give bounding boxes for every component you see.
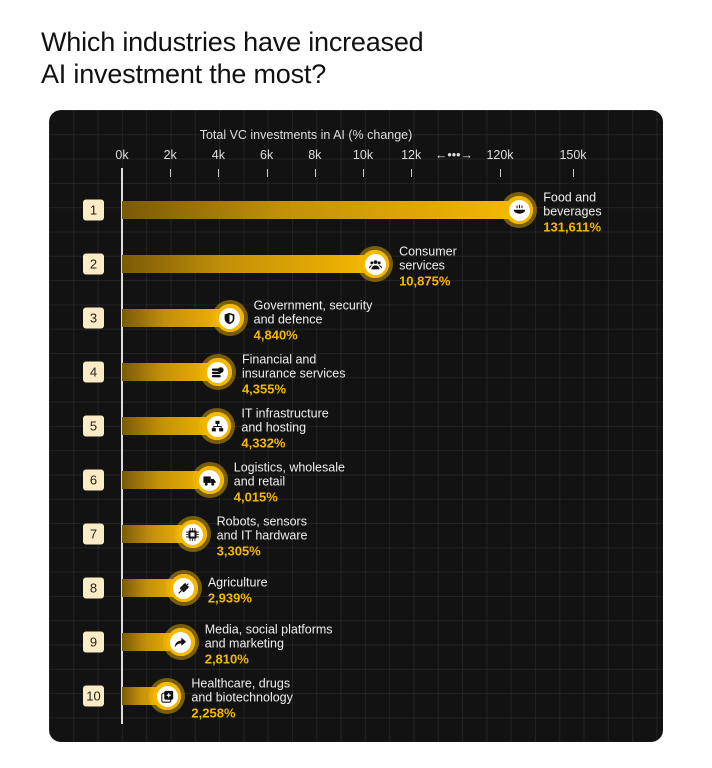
page-title: Which industries have increased AI inves… — [41, 27, 424, 89]
x-tick-label: 150k — [559, 148, 587, 162]
x-tick — [218, 169, 220, 177]
category-label: Consumer services — [399, 244, 457, 273]
rank-badge: 1 — [83, 199, 104, 221]
value-label: 4,355% — [241, 381, 287, 397]
x-tick — [314, 169, 316, 177]
category-label: Logistics, wholesale and retail — [233, 460, 345, 489]
category-label: Government, security and defence — [253, 298, 373, 327]
x-tick-label: 4k — [211, 148, 225, 162]
bar-end-marker — [357, 246, 394, 282]
bar — [122, 363, 218, 381]
rank-badge: 8 — [83, 577, 104, 599]
shield-icon — [219, 307, 241, 329]
x-tick-label: 12k — [401, 148, 422, 162]
x-tick — [170, 169, 172, 177]
bar-label: IT infrastructure and hosting 4,332% — [241, 407, 328, 452]
rank-badge: 9 — [83, 631, 104, 653]
x-tick-label: 0k — [115, 148, 129, 162]
bar-label: Financial and insurance services 4,355% — [242, 353, 346, 398]
coins-icon — [207, 361, 229, 383]
rank-badge: 7 — [83, 523, 104, 545]
bar-label: Food and beverages 131,611% — [543, 191, 601, 236]
value-label: 131,611% — [543, 219, 602, 235]
people-icon — [364, 253, 386, 275]
bar-end-marker — [149, 678, 186, 714]
chip-icon — [182, 523, 204, 545]
bar-end-marker — [191, 462, 228, 498]
x-axis-title: Total VC investments in AI (% change) — [199, 128, 413, 142]
bar — [122, 471, 210, 489]
rank-badge: 3 — [83, 307, 104, 329]
x-tick-label: 2k — [163, 148, 177, 162]
network-icon — [206, 415, 228, 437]
category-label: Food and beverages — [543, 190, 602, 219]
category-label: IT infrastructure and hosting — [241, 406, 329, 435]
value-label: 4,332% — [241, 435, 286, 451]
value-label: 2,810% — [204, 651, 249, 667]
bar-end-marker — [199, 408, 236, 444]
food-bowl-icon — [508, 199, 530, 221]
bar-end-marker — [199, 354, 236, 390]
bar — [122, 417, 218, 435]
bar-end-marker — [174, 516, 211, 552]
bar — [122, 309, 230, 327]
bar-end-marker — [501, 192, 538, 228]
x-tick — [411, 169, 413, 177]
bar-label: Government, security and defence 4,840% — [254, 299, 373, 344]
bar-end-marker — [165, 570, 202, 606]
value-label: 2,258% — [191, 705, 236, 721]
bar — [122, 201, 520, 219]
category-label: Financial and insurance services — [241, 352, 346, 381]
category-label: Robots, sensors and IT hardware — [216, 514, 308, 543]
bar-label: Consumer services 10,875% — [399, 245, 457, 290]
rank-badge: 4 — [83, 361, 104, 383]
truck-icon — [199, 469, 221, 491]
bar-label: Agriculture 2,939% — [208, 576, 268, 607]
x-tick-label: 10k — [352, 148, 374, 162]
category-label: Agriculture — [207, 575, 268, 590]
bar — [122, 255, 376, 273]
value-label: 3,305% — [216, 543, 261, 559]
medical-icon — [156, 685, 178, 707]
axis-break: ←•••→ — [434, 148, 474, 162]
bar-label: Robots, sensors and IT hardware 3,305% — [217, 515, 308, 560]
value-label: 2,939% — [207, 590, 252, 606]
bar-end-marker — [162, 624, 199, 660]
bar-end-marker — [211, 300, 248, 336]
category-label: Healthcare, drugs and biotechnology — [191, 676, 293, 705]
x-tick-label: 120k — [486, 148, 514, 162]
value-label: 10,875% — [399, 273, 451, 289]
wheat-icon — [173, 577, 195, 599]
rank-badge: 5 — [83, 415, 104, 437]
bar-label: Healthcare, drugs and biotechnology 2,258… — [191, 677, 292, 722]
x-tick — [266, 169, 268, 177]
category-label: Media, social platforms and marketing — [204, 622, 333, 651]
chart-card: Total VC investments in AI (% change) 0k… — [49, 110, 663, 742]
bar-label: Logistics, wholesale and retail 4,015% — [234, 461, 345, 506]
share-icon — [170, 631, 192, 653]
x-tick — [573, 169, 574, 177]
value-label: 4,840% — [253, 327, 298, 343]
x-tick-label: 8k — [308, 148, 322, 162]
x-tick — [500, 169, 501, 177]
rank-badge: 10 — [83, 685, 104, 707]
bar-label: Media, social platforms and marketing 2,8… — [205, 623, 333, 668]
x-tick — [363, 169, 364, 177]
rank-badge: 6 — [83, 469, 104, 491]
rank-badge: 2 — [83, 253, 104, 275]
zero-line — [121, 168, 123, 724]
x-tick-label: 6k — [259, 148, 274, 162]
value-label: 4,015% — [233, 489, 278, 505]
